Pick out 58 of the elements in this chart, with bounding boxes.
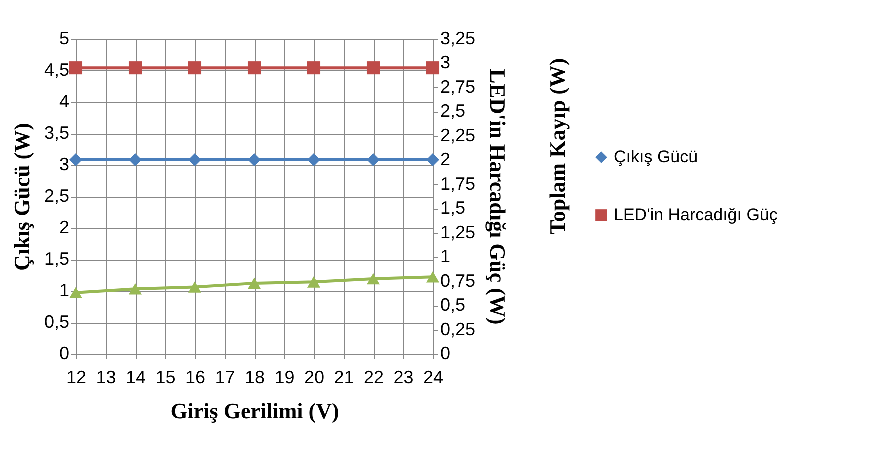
y2-tick-label: 2 — [440, 150, 451, 170]
x-tick-label: 12 — [66, 368, 87, 388]
y3-axis-title: Toplam Kayıp (W) — [545, 58, 570, 235]
point — [248, 278, 262, 290]
point — [248, 153, 262, 166]
point — [188, 153, 202, 166]
y-tick-label: 3,5 — [44, 123, 70, 143]
y2-axis-title: LED'in Harcadığı Güç (W) — [486, 69, 511, 325]
x-tick-label: 13 — [96, 368, 116, 388]
y2-tick-label: 1,5 — [440, 198, 466, 218]
y2-tick-label: 1,25 — [440, 222, 476, 242]
point — [307, 276, 321, 288]
y2-tick-label: 3,25 — [440, 28, 476, 48]
y-tick-label: 4 — [59, 92, 70, 112]
point — [188, 282, 202, 293]
point — [128, 283, 142, 295]
y-tick-label: 0 — [59, 344, 70, 364]
x-tick-label: 15 — [156, 368, 176, 388]
y-tick-label: 0,5 — [44, 312, 70, 332]
y-tick-label: 3 — [59, 154, 70, 174]
x-tick-label: 18 — [244, 368, 266, 388]
point — [366, 273, 380, 285]
legend-label: LED'in Harcadığı Güç — [614, 206, 778, 224]
point — [128, 153, 142, 166]
y-tick-label: 5 — [59, 28, 70, 48]
x-tick-label: 21 — [334, 368, 354, 388]
y2-tick-label: 0,25 — [440, 319, 476, 340]
y-tick-label: 2,5 — [44, 186, 70, 206]
x-tick-label: 20 — [304, 368, 325, 388]
x-tick-label: 23 — [394, 368, 414, 388]
y2-tick-label: 0,75 — [440, 270, 476, 291]
legend-label: Çıkış Gücü — [614, 148, 698, 166]
y2-tick-label: 1,75 — [440, 174, 476, 194]
point — [69, 287, 83, 299]
point — [366, 153, 380, 166]
y2-tick-label: 2,25 — [440, 125, 476, 146]
y2-tick-label: 1 — [440, 246, 451, 267]
x-tick-label: 24 — [423, 368, 444, 388]
x-tick-label: 17 — [215, 368, 236, 388]
y2-tick-label: 2,5 — [440, 101, 466, 122]
y-tick-label: 4,5 — [44, 60, 70, 80]
y2-tick-label: 0,5 — [440, 295, 466, 316]
point — [307, 153, 321, 166]
x-axis-title: Giriş Gerilimi (V) — [170, 398, 340, 424]
x-tick-label: 14 — [126, 368, 146, 388]
x-tick-label: 22 — [364, 368, 384, 388]
y-tick-label: 1,5 — [44, 249, 70, 269]
point — [69, 153, 83, 166]
y-tick-label: 1 — [59, 280, 70, 300]
y-axis-title: Çıkış Gücü (W) — [9, 123, 34, 271]
x-tick-label: 16 — [185, 368, 206, 388]
point — [426, 153, 440, 166]
y2-tick-label: 0 — [440, 344, 451, 364]
y2-tick-label: 2,75 — [440, 76, 476, 97]
point — [426, 271, 440, 283]
y2-tick-label: 3 — [440, 52, 451, 73]
y-tick-label: 2 — [59, 218, 70, 238]
x-tick-label: 19 — [274, 368, 295, 388]
